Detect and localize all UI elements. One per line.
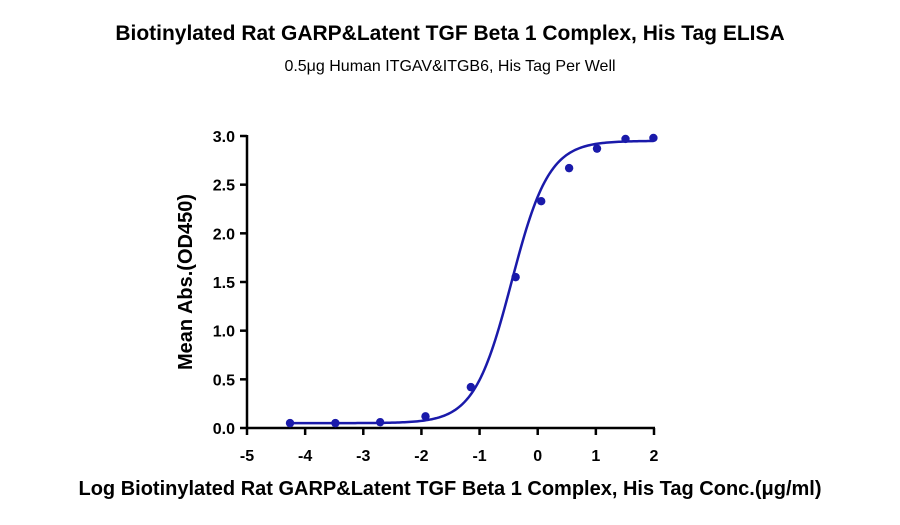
data-point bbox=[649, 133, 658, 143]
data-point bbox=[285, 418, 295, 428]
data-point bbox=[375, 417, 385, 427]
chart-title: Biotinylated Rat GARP&Latent TGF Beta 1 … bbox=[115, 22, 785, 45]
data-point bbox=[592, 144, 602, 153]
y-tick-label: 2.0 bbox=[213, 226, 235, 243]
x-tick-label: 1 bbox=[591, 448, 600, 465]
x-tick-label: -4 bbox=[298, 448, 312, 465]
x-tick-label: -1 bbox=[472, 448, 486, 465]
y-tick-label: 0.0 bbox=[213, 421, 235, 438]
fit-curve bbox=[290, 139, 654, 425]
y-tick-label: 3.0 bbox=[213, 129, 235, 146]
y-tick-label: 1.0 bbox=[213, 324, 235, 341]
data-points-layer bbox=[285, 133, 658, 428]
tick-labels-layer: 0.0 0.5 1.0 1.5 2.0 2.5 3.0 -5 -4 -3 -2 -1 0 1 2 bbox=[213, 129, 659, 465]
y-tick-label: 1.5 bbox=[213, 275, 235, 292]
chart-subtitle: 0.5μg Human ITGAV&ITGB6, His Tag Per Wel… bbox=[284, 58, 616, 75]
x-axis-label: Log Biotinylated Rat GARP&Latent TGF Bet… bbox=[78, 478, 822, 500]
y-tick-label: 0.5 bbox=[213, 372, 235, 389]
data-point bbox=[421, 412, 430, 421]
fit-curve-layer bbox=[290, 139, 654, 425]
data-point bbox=[466, 382, 476, 392]
axes bbox=[240, 134, 656, 435]
x-tick-label: -2 bbox=[414, 448, 428, 465]
data-point bbox=[621, 134, 630, 144]
data-point bbox=[511, 272, 520, 282]
x-tick-label: -3 bbox=[356, 448, 370, 465]
data-point bbox=[537, 197, 546, 206]
x-tick-label: -5 bbox=[240, 448, 254, 465]
x-tick-label: 2 bbox=[650, 448, 659, 465]
data-point bbox=[331, 418, 340, 428]
data-point bbox=[564, 163, 574, 173]
y-axis-label: Mean Abs.(OD450) bbox=[175, 194, 197, 370]
y-tick-label: 2.5 bbox=[213, 178, 235, 195]
x-tick-label: 0 bbox=[533, 448, 542, 465]
